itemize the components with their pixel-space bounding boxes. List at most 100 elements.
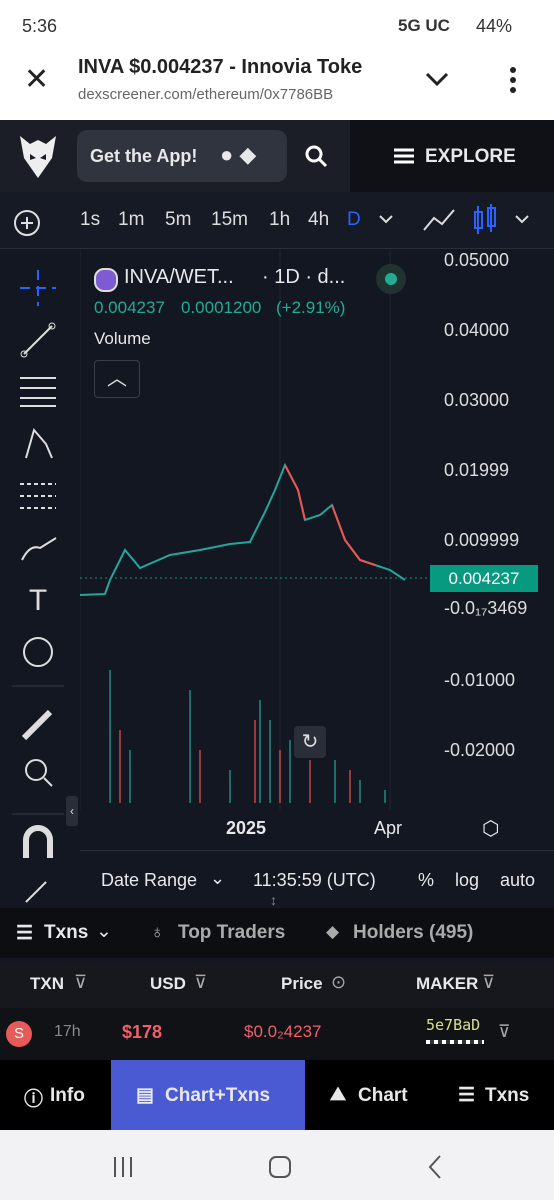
reset-chart[interactable]: ↻ [294,726,326,758]
menu-icon [394,148,414,164]
timeframe[interactable]: 15m [211,209,248,230]
price-axis-label: 0.03000 [444,390,510,410]
timeframe[interactable]: D [347,209,361,230]
price-trace [80,462,406,596]
table-header-cell[interactable]: Price [281,974,323,993]
percent-toggle[interactable]: % [418,870,435,890]
tab[interactable]: Holders (495) [353,922,474,943]
timeframe[interactable]: 1m [118,209,145,230]
collapse-legend[interactable]: ︿ [94,360,140,398]
price-axis-label: 0.01999 [444,460,510,480]
add-indicator[interactable] [12,208,42,238]
table-header-cell[interactable]: MAKER [416,974,479,993]
volume-label: Volume [94,329,151,348]
header-icon[interactable]: ⊽ [74,972,88,992]
search-icon[interactable] [304,144,328,168]
nav-item[interactable]: Txns [485,1085,530,1106]
tab-active[interactable]: Txns [44,922,89,943]
chart-type-more[interactable] [514,214,530,226]
chart-pane [80,250,430,810]
drawing-tools: T [12,270,64,903]
txn-maker[interactable]: 5e7BaD [426,1016,481,1034]
header-icon[interactable]: ⊽ [482,972,496,992]
table-row [0,1008,554,1060]
date-range-arrow: ⌄ [210,868,226,888]
date-range[interactable]: Date Range [101,870,198,890]
tab-icon: ◆ [326,922,340,941]
close-button[interactable]: ✕ [24,63,50,96]
timeframe[interactable]: 5m [165,209,192,230]
price-axis-label: -0.02000 [444,740,516,760]
txn-age: 17h [54,1023,81,1040]
nav-item[interactable]: Chart [358,1085,408,1106]
market-status [376,264,406,294]
logo[interactable] [18,134,58,180]
divider [80,850,554,851]
platform-icons: ● ◆ [220,142,257,167]
pair-interval: · 1D · d... [262,266,346,288]
table-header-cell[interactable]: TXN [30,974,64,993]
get-app-label: Get the App! [90,146,198,166]
tab[interactable]: Top Traders [178,922,286,943]
status-network: 5G UC [398,16,450,35]
timeframe[interactable]: 1s [80,209,101,230]
price-axis-label: 0.05000 [444,250,510,270]
time-label: 2025 [226,818,267,838]
legend-price: 0.004237 [94,298,165,317]
resize-handle[interactable]: ↕ [270,892,277,908]
token-icon [94,268,118,292]
page-title: INVA $0.004237 - Innovia Toke [78,56,363,78]
legend-change-pct: (+2.91%) [276,298,346,317]
system-nav [0,1130,554,1200]
nav-icon: ⓘ [24,1089,44,1110]
header-icon[interactable]: ⊽ [194,972,208,992]
price-axis-label: -0.01000 [444,670,516,690]
collapse-tools[interactable]: ‹ [66,796,78,826]
current-price-tag: 0.004237 [430,565,538,592]
explore-label[interactable]: EXPLORE [425,146,516,167]
log-toggle[interactable]: log [455,870,480,890]
pair-name: INVA/WET... [124,266,234,288]
txn-usd: $178 [122,1022,163,1042]
price-axis-label: -0.0₁₇3469 [444,598,528,618]
header-icon[interactable]: ⊙ [331,972,347,992]
table-header-cell[interactable]: USD [150,974,186,993]
tabs-bar [0,908,554,958]
timeframe-more[interactable] [378,214,394,226]
explore-area[interactable] [350,120,554,192]
price-axis-label: 0.04000 [444,320,510,340]
get-app-button[interactable] [77,130,287,182]
auto-toggle[interactable]: auto [500,870,536,890]
nav-item[interactable]: Chart+Txns [165,1085,271,1106]
tab-arrow: ⌄ [96,921,112,942]
nav-icon: ▤ [136,1085,154,1106]
price-axis-label: 0.009999 [444,530,520,550]
nav-active-bg [111,1060,305,1130]
expand-icon[interactable] [424,70,450,88]
txn-type: S [6,1021,32,1047]
candle-icon[interactable] [470,204,500,236]
txn-price: $0.0₂4237 [244,1022,322,1041]
chart-settings[interactable]: ⬡ [482,818,500,840]
status-time: 5:36 [22,16,58,36]
more-icon[interactable] [508,66,518,96]
maker-badge [426,1040,484,1044]
clock: 11:35:59 (UTC) [253,870,376,890]
table-header [0,962,554,1008]
line-chart-icon[interactable] [420,206,460,234]
legend-change: 0.0001200 [181,298,262,317]
chart-toolbar [0,192,554,249]
nav-item[interactable]: Info [50,1085,85,1106]
svg-text:T: T [29,584,47,617]
page-url: dexscreener.com/ethereum/0x7786BB [78,86,334,103]
top-bars [0,0,554,120]
nav-icon: ⛰ [330,1084,346,1105]
tab-icon: ☰ [16,923,34,944]
filter-maker[interactable]: ⊽ [498,1022,511,1041]
timeframe[interactable]: 1h [269,209,291,230]
system-buttons[interactable] [110,1152,450,1182]
status-battery: 44% [476,16,513,36]
timeframe[interactable]: 4h [308,209,330,230]
time-label: Apr [374,818,403,838]
